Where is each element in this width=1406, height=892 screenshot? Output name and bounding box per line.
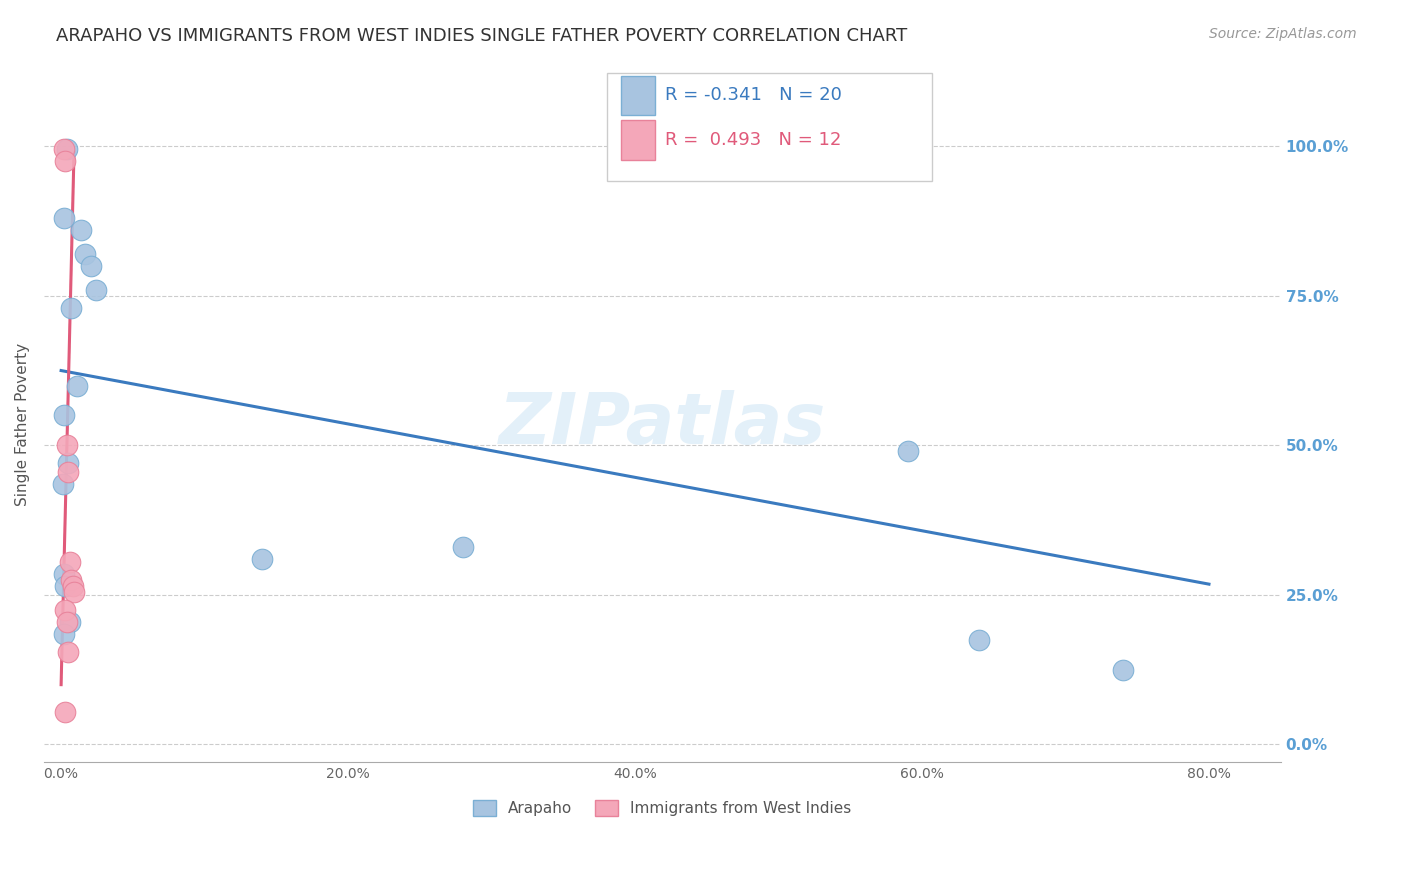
Point <box>56 438 79 452</box>
Point <box>53 627 76 641</box>
Point <box>51 477 73 491</box>
Point <box>1112 663 1135 677</box>
Text: Source: ZipAtlas.com: Source: ZipAtlas.com <box>1209 27 1357 41</box>
Point <box>969 632 991 647</box>
Point <box>55 705 77 719</box>
Point <box>58 456 80 470</box>
Point <box>451 540 474 554</box>
Point <box>55 603 77 617</box>
Point <box>75 247 97 261</box>
Point <box>66 378 89 392</box>
Point <box>58 465 80 479</box>
Point <box>70 223 93 237</box>
Point <box>60 573 83 587</box>
Legend: Arapaho, Immigrants from West Indies: Arapaho, Immigrants from West Indies <box>467 794 858 822</box>
Point <box>53 409 76 423</box>
Point <box>56 615 79 629</box>
Text: R = -0.341   N = 20: R = -0.341 N = 20 <box>665 87 842 104</box>
Point <box>59 555 82 569</box>
Point <box>60 301 83 315</box>
Point <box>53 566 76 581</box>
Point <box>55 154 77 169</box>
Text: R =  0.493   N = 12: R = 0.493 N = 12 <box>665 131 841 149</box>
Point <box>59 615 82 629</box>
Point <box>62 579 84 593</box>
Point <box>55 579 77 593</box>
Text: ZIPatlas: ZIPatlas <box>499 390 825 458</box>
Point <box>250 552 273 566</box>
Y-axis label: Single Father Poverty: Single Father Poverty <box>15 343 30 506</box>
Point <box>58 645 80 659</box>
Point <box>53 211 76 225</box>
Point <box>56 142 79 156</box>
Point <box>80 259 103 273</box>
Text: ARAPAHO VS IMMIGRANTS FROM WEST INDIES SINGLE FATHER POVERTY CORRELATION CHART: ARAPAHO VS IMMIGRANTS FROM WEST INDIES S… <box>56 27 907 45</box>
Point <box>84 283 107 297</box>
Point <box>897 444 920 458</box>
Point <box>63 585 86 599</box>
Point <box>53 142 76 156</box>
